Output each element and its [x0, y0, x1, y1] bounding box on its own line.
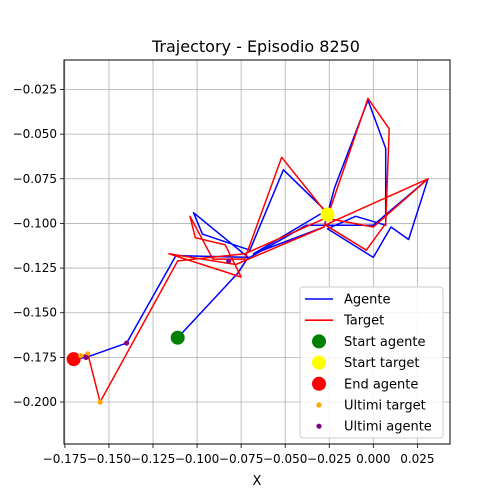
legend-swatch [316, 423, 322, 429]
legend-swatch [312, 376, 326, 391]
legend-label: Ultimi target [344, 399, 426, 414]
x-axis-label: X [253, 474, 262, 489]
x-tick-label: −0.100 [175, 452, 219, 466]
plot-frame [63, 59, 451, 445]
x-tick-label: −0.175 [43, 452, 87, 466]
x-tick-label: −0.025 [307, 452, 351, 466]
marker-ultimi-target [97, 399, 103, 405]
y-axis: −0.200 −0.175 −0.150 −0.125 −0.100 −0.075 −0.0… [13, 82, 64, 409]
legend: Agente Target Start agente Start target End … [299, 286, 444, 439]
y-tick-label: −0.200 [13, 395, 57, 409]
marker-start-target [320, 207, 335, 222]
y-tick-label: −0.025 [13, 82, 57, 96]
x-tick-label: −0.150 [87, 452, 131, 466]
legend-swatch [312, 334, 326, 349]
y-tick-label: −0.075 [13, 172, 57, 186]
y-tick-label: −0.175 [13, 350, 57, 364]
chart-title: Trajectory - Episodio 8250 [151, 37, 360, 56]
series-line-target [73, 97, 429, 403]
x-tick-label: −0.050 [263, 452, 307, 466]
y-tick-label: −0.050 [13, 127, 57, 141]
series-line-agente [73, 99, 429, 360]
x-tick-label: −0.125 [131, 452, 175, 466]
marker-end-agente [66, 352, 81, 367]
legend-label: Target [343, 314, 384, 329]
x-axis: −0.175 −0.150 −0.125 −0.100 −0.075 −0.050 −0.0… [43, 444, 435, 466]
marker-ultimi-agente [226, 258, 232, 264]
legend-box [299, 286, 444, 439]
marker-ultimi-agente [83, 354, 89, 360]
x-tick-label: 0.025 [400, 452, 434, 466]
legend-label: Agente [344, 293, 390, 308]
x-tick-label: −0.075 [219, 452, 263, 466]
marker-start-agente [170, 330, 185, 345]
legend-label: Start target [344, 356, 419, 371]
legend-swatch [316, 402, 322, 408]
legend-label: End agente [344, 377, 418, 392]
y-tick-label: −0.100 [13, 216, 57, 230]
legend-label: Start agente [344, 335, 425, 350]
legend-label: Ultimi agente [344, 420, 432, 435]
series-layer [66, 97, 429, 405]
marker-ultimi-target [78, 352, 84, 359]
legend-swatch [312, 355, 326, 370]
marker-ultimi-agente [123, 340, 130, 346]
x-tick-label: 0.000 [356, 452, 390, 466]
y-tick-label: −0.125 [13, 261, 57, 275]
y-tick-label: −0.150 [13, 306, 57, 320]
